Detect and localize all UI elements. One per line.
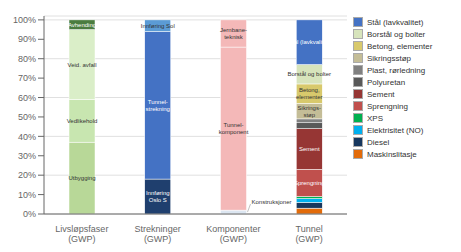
svg-text:Jernbane-teknisk: Jernbane-teknisk — [220, 27, 247, 40]
svg-text:Konstruksjoner: Konstruksjoner — [252, 199, 292, 205]
svg-text:Livsløpsfaser(GWP): Livsløpsfaser(GWP) — [55, 224, 108, 244]
svg-text:50%: 50% — [18, 112, 36, 122]
svg-text:0%: 0% — [23, 209, 36, 219]
svg-text:Innføring Sol: Innføring Sol — [141, 23, 175, 29]
html-text:XPS: XPS — [367, 113, 383, 123]
html-text:Borstål og bolter: Borstål og bolter — [367, 29, 426, 39]
html-text:Plast, rørledning: Plast, rørledning — [367, 65, 426, 75]
svg-text:90%: 90% — [18, 34, 36, 44]
svg-text:Borstål og bolter: Borstål og bolter — [287, 71, 331, 77]
svg-text:10%: 10% — [18, 190, 36, 200]
html-text:Sikringsstøp: Sikringsstøp — [367, 53, 411, 63]
svg-text:Sprengning: Sprengning — [294, 180, 325, 186]
svg-text:100%: 100% — [13, 15, 36, 25]
svg-text:60%: 60% — [18, 93, 36, 103]
svg-text:20%: 20% — [18, 170, 36, 180]
html-text:Polyuretan: Polyuretan — [367, 77, 406, 87]
svg-text:Tunnel-strekning: Tunnel-strekning — [146, 99, 170, 112]
svg-text:30%: 30% — [18, 151, 36, 161]
svg-text:InnføringOslo S: InnføringOslo S — [146, 190, 170, 203]
svg-text:Komponenter(GWP): Komponenter(GWP) — [206, 224, 260, 244]
svg-text:Vedlikehold: Vedlikehold — [67, 118, 98, 124]
svg-text:Sikrings-støp: Sikrings-støp — [298, 105, 321, 118]
html-text:Elektrisitet (NO): Elektrisitet (NO) — [367, 125, 424, 135]
svg-text:Tunnel(GWP): Tunnel(GWP) — [295, 224, 323, 244]
svg-text:Avhending: Avhending — [68, 22, 96, 28]
html-text:Diesel: Diesel — [367, 137, 390, 147]
svg-text:Veid. avfall: Veid. avfall — [67, 62, 96, 68]
svg-text:Stål (lavkvalitet): Stål (lavkvalitet) — [288, 39, 330, 45]
html-text:Betong, elementer: Betong, elementer — [367, 41, 433, 51]
svg-text:Tunnel-komponent: Tunnel-komponent — [219, 122, 249, 135]
svg-text:70%: 70% — [18, 73, 36, 83]
html-text:Sprengning: Sprengning — [367, 101, 408, 111]
svg-text:Sement: Sement — [299, 146, 320, 152]
svg-text:Utbygging: Utbygging — [68, 175, 95, 181]
html-text:Stål (lavkvalitet): Stål (lavkvalitet) — [367, 17, 424, 27]
svg-text:40%: 40% — [18, 132, 36, 142]
html-text:Sement: Sement — [367, 89, 395, 99]
svg-text:Strekninger(GWP): Strekninger(GWP) — [135, 224, 181, 244]
html-text:Maskinslitasje: Maskinslitasje — [367, 149, 417, 159]
svg-text:80%: 80% — [18, 54, 36, 64]
svg-text:Betong,elementer: Betong,elementer — [296, 87, 323, 100]
